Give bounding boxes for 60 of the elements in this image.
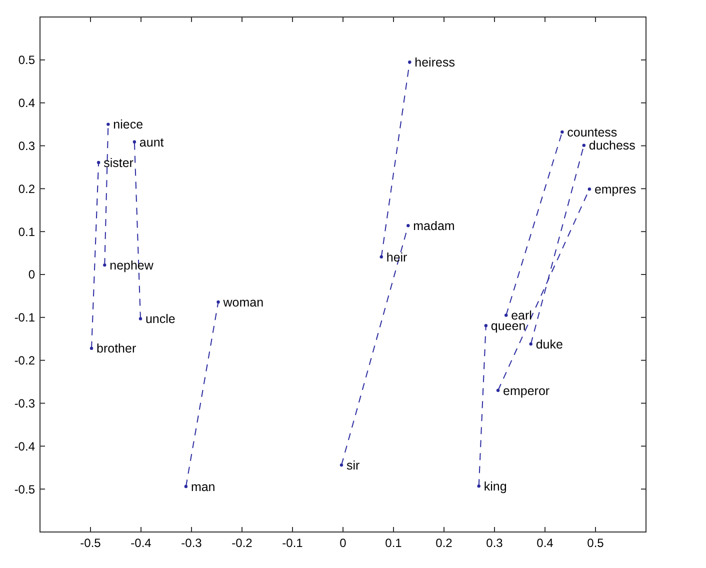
annotation: empres xyxy=(594,182,636,196)
point xyxy=(529,342,532,346)
point xyxy=(138,317,142,320)
annotation: heiress xyxy=(414,55,455,70)
point xyxy=(496,388,500,392)
y-tick-label: -0.3 xyxy=(14,396,36,410)
point xyxy=(477,484,480,488)
annotation: duke xyxy=(536,337,564,352)
x-tick-label: 0.3 xyxy=(486,536,504,550)
point xyxy=(408,60,412,64)
x-tick-label: -0.1 xyxy=(282,536,304,550)
point xyxy=(90,346,94,350)
annotation: aunt xyxy=(139,135,164,150)
y-tick-label: 0.4 xyxy=(18,96,36,110)
annotation: brother xyxy=(96,342,136,356)
x-tick-label: 0.5 xyxy=(587,536,604,550)
annotation: man xyxy=(190,480,216,494)
annotation: uncle xyxy=(145,312,176,326)
y-tick-label: -0.2 xyxy=(14,354,36,368)
point xyxy=(96,160,100,164)
point xyxy=(582,144,586,147)
x-tick-label: -0.3 xyxy=(181,536,202,550)
point xyxy=(132,140,136,144)
y-tick-label: 0.3 xyxy=(18,138,36,153)
x-tick-label: 0.1 xyxy=(385,536,402,550)
y-tick-label: 0.2 xyxy=(18,182,36,196)
annotation: heir xyxy=(386,250,408,264)
point xyxy=(340,463,344,467)
x-tick-label: -0.2 xyxy=(232,536,253,550)
point xyxy=(106,122,110,126)
annotation: niece xyxy=(113,118,144,132)
x-tick-label: 0 xyxy=(340,536,347,550)
point xyxy=(484,324,488,328)
annotation: sister xyxy=(104,156,134,170)
y-tick-label: 0.5 xyxy=(18,53,36,68)
x-tick-label: -0.5 xyxy=(80,536,102,550)
annotation: nephew xyxy=(110,258,154,272)
x-tick-label: 0.4 xyxy=(536,536,554,550)
annotation: madam xyxy=(413,218,455,233)
point xyxy=(216,300,220,304)
x-tick-label: 0.2 xyxy=(436,536,453,550)
point xyxy=(588,187,592,191)
annotation: emperor xyxy=(503,384,550,398)
annotation: countess xyxy=(567,125,618,140)
y-tick-label: 0.1 xyxy=(18,224,36,239)
y-tick-label: -0.5 xyxy=(14,482,36,496)
y-tick-label: 0 xyxy=(28,268,36,282)
point xyxy=(504,314,508,317)
annotation: sir xyxy=(346,458,360,472)
point xyxy=(103,263,106,267)
annotation: woman xyxy=(222,295,264,310)
annotation: duchess xyxy=(588,138,636,153)
point xyxy=(380,255,383,259)
y-tick-label: -0.1 xyxy=(14,310,36,325)
point xyxy=(406,224,410,228)
y-tick-label: -0.4 xyxy=(14,439,36,454)
point xyxy=(184,484,188,488)
point xyxy=(560,130,564,134)
x-tick-label: -0.4 xyxy=(130,536,152,550)
annotation: king xyxy=(484,479,507,494)
